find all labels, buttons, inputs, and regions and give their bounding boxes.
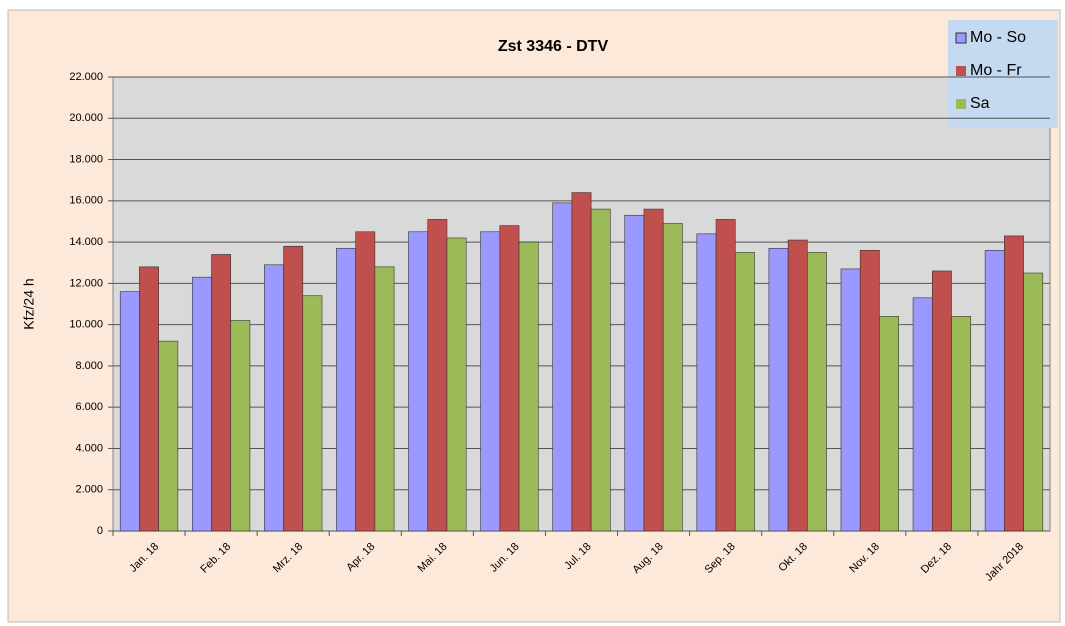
bar — [590, 208, 611, 532]
bar — [211, 254, 232, 532]
legend-label: Mo - So — [970, 29, 1026, 46]
bar — [624, 214, 645, 532]
bar — [283, 245, 304, 532]
y-tick-label: 10.000 — [69, 319, 103, 331]
bar — [571, 192, 592, 532]
bar — [518, 241, 539, 532]
bar — [840, 268, 861, 532]
bar — [480, 231, 501, 532]
bar — [696, 233, 717, 532]
bar — [427, 219, 448, 532]
bar — [662, 223, 683, 532]
bar — [807, 252, 827, 532]
legend-swatch — [955, 32, 967, 44]
bar — [859, 250, 880, 532]
bar — [1023, 272, 1044, 532]
bar — [715, 219, 736, 532]
bar — [643, 208, 664, 532]
bar — [499, 225, 520, 532]
bar — [912, 297, 933, 532]
legend-label: Mo - Fr — [970, 62, 1022, 79]
bar — [374, 266, 395, 532]
bar — [230, 320, 251, 532]
bar — [139, 266, 159, 532]
bar — [446, 237, 467, 532]
bar — [302, 295, 323, 532]
y-tick-label: 18.000 — [69, 153, 103, 165]
bar — [336, 247, 356, 532]
y-tick-label: 20.000 — [69, 112, 103, 124]
bar — [355, 231, 376, 532]
bar — [552, 202, 573, 532]
y-tick-label: 16.000 — [69, 195, 103, 207]
bar — [1004, 235, 1024, 532]
y-tick-label: 2.000 — [75, 484, 103, 496]
bar — [734, 252, 755, 532]
bar — [264, 264, 284, 532]
bar — [408, 231, 429, 532]
bar — [768, 247, 789, 532]
legend-swatch — [956, 66, 966, 76]
y-axis-label: Kfz/24 h — [21, 278, 37, 329]
y-tick-label: 6.000 — [75, 401, 103, 413]
bar — [951, 316, 972, 532]
bar — [931, 270, 952, 532]
y-tick-label: 22.000 — [69, 71, 103, 83]
bar — [984, 250, 1005, 532]
y-tick-label: 8.000 — [75, 360, 103, 372]
bar — [158, 340, 179, 532]
bar — [879, 316, 899, 532]
bar — [191, 276, 212, 532]
bar — [787, 239, 808, 532]
legend-swatch — [956, 99, 966, 109]
y-tick-label: 14.000 — [69, 236, 103, 248]
y-tick-label: 0 — [97, 525, 103, 537]
y-tick-label: 12.000 — [69, 277, 103, 289]
y-tick-label: 4.000 — [75, 442, 103, 454]
legend-label: Sa — [970, 95, 990, 112]
bar — [119, 291, 140, 532]
chart-title: Zst 3346 - DTV — [498, 38, 609, 55]
